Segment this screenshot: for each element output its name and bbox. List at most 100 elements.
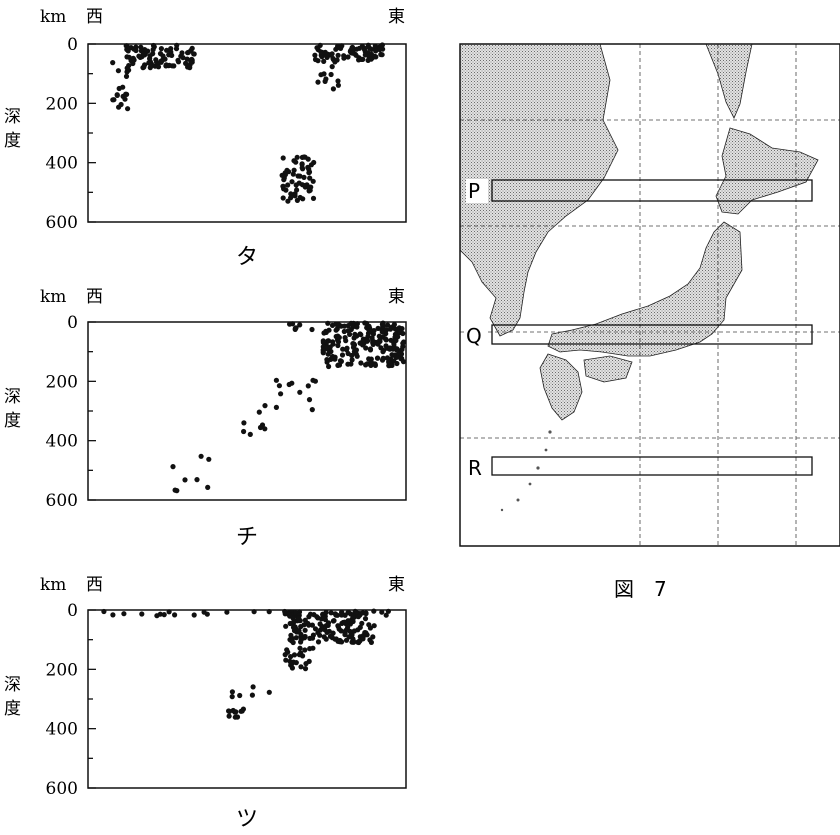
hypocenter-point <box>121 611 127 617</box>
hypocenter-point <box>328 71 334 78</box>
hypocenter-point <box>331 618 337 624</box>
hypocenter-point <box>379 329 385 335</box>
hypocenter-point <box>283 657 289 663</box>
hypocenter-point <box>321 615 327 621</box>
box-r: R <box>466 456 813 480</box>
hypocenter-point <box>302 633 308 640</box>
hypocenter-point <box>154 59 160 65</box>
hypocenter-point <box>383 612 389 618</box>
hypocenter-point <box>139 611 145 617</box>
hypocenter-point <box>354 324 360 330</box>
hypocenter-point <box>341 619 348 625</box>
hypocenter-point <box>317 627 324 633</box>
hypocenter-point <box>291 652 298 658</box>
hypocenter-point <box>287 620 293 627</box>
hypocenter-point <box>350 341 356 347</box>
hypocenter-points <box>110 42 386 204</box>
y-tick-label: 0 <box>67 35 78 55</box>
hypocenter-point <box>380 355 386 362</box>
hypocenter-point <box>229 689 235 695</box>
hypocenter-point <box>262 403 268 409</box>
hypocenter-point <box>363 610 369 616</box>
hypocenter-point <box>310 178 316 184</box>
hypocenter-point <box>345 350 351 357</box>
hypocenter-point <box>161 612 167 618</box>
hypocenter-point <box>358 332 364 338</box>
hypocenter-point <box>365 333 371 339</box>
hypocenter-point <box>118 101 124 108</box>
hypocenter-point <box>147 53 153 59</box>
hypocenter-point <box>375 341 381 347</box>
hypocenter-point <box>285 182 291 188</box>
hypocenter-point <box>282 172 288 178</box>
hypocenter-point <box>385 608 391 614</box>
hypocenter-point <box>336 626 342 632</box>
hypocenter-point <box>305 156 311 162</box>
hypocenter-point <box>297 173 303 179</box>
hypocenter-point <box>320 347 326 353</box>
hypocenter-point <box>293 182 299 188</box>
hypocenter-point <box>346 634 352 640</box>
hypocenter-point <box>287 321 293 327</box>
hypocenter-point <box>158 46 164 52</box>
hypocenter-point <box>266 689 272 695</box>
hypocenter-point <box>123 73 130 79</box>
box-p: P <box>466 179 813 203</box>
hypocenter-point <box>288 632 294 638</box>
hypocenter-point <box>385 322 391 328</box>
y-ticks: 0 200 400 600 <box>46 35 96 233</box>
hypocenter-point <box>205 484 211 490</box>
hypocenter-point <box>357 624 363 631</box>
hypocenter-point <box>332 59 338 65</box>
hypocenter-point <box>349 357 355 363</box>
profile-chart-chi: km 西 東 深 度 0 200 400 600 チ <box>4 287 407 550</box>
hypocenter-point <box>372 362 378 368</box>
hypocenter-point <box>350 613 356 619</box>
hypocenter-point <box>292 193 298 199</box>
hypocenter-point <box>281 177 287 183</box>
hypocenter-point <box>357 638 363 644</box>
y-tick-label: 200 <box>46 372 78 392</box>
hypocenter-point <box>280 183 286 189</box>
y-tick-label: 200 <box>46 660 78 680</box>
hypocenter-point <box>204 611 210 617</box>
hypocenter-point <box>302 627 308 633</box>
hypocenter-point <box>345 54 351 60</box>
hypocenter-point <box>333 327 339 333</box>
hypocenter-point <box>312 626 319 632</box>
hypocenter-point <box>364 338 370 344</box>
hypocenter-point <box>110 97 116 103</box>
hypocenter-point <box>278 391 284 397</box>
hypocenter-point <box>335 43 341 49</box>
hypocenter-point <box>180 55 186 61</box>
hypocenter-point <box>368 51 375 58</box>
hypocenter-point <box>289 665 295 671</box>
map-graticule <box>460 44 840 546</box>
hypocenter-point <box>206 456 212 462</box>
hypocenter-point <box>298 639 304 645</box>
hypocenter-point <box>350 636 356 642</box>
hypocenter-point <box>309 407 315 413</box>
hypocenter-point <box>294 187 300 193</box>
hypocenter-point <box>379 52 385 58</box>
hypocenter-point <box>327 344 333 350</box>
east-label: 東 <box>388 575 405 595</box>
hypocenter-point <box>150 47 156 53</box>
hypocenter-point <box>123 91 129 97</box>
west-label: 西 <box>86 575 103 595</box>
hypocenter-point <box>191 612 197 618</box>
hypocenter-point <box>315 79 321 85</box>
depth-label-char-1: 深 <box>4 107 21 127</box>
hypocenter-point <box>150 42 157 49</box>
hypocenter-point <box>362 52 368 58</box>
hypocenter-point <box>314 45 320 51</box>
hypocenter-point <box>378 43 384 49</box>
hypocenter-point <box>379 609 385 615</box>
hypocenter-point <box>330 356 336 362</box>
depth-label-char-2: 度 <box>4 411 21 431</box>
hypocenter-point <box>339 612 345 618</box>
hypocenter-point <box>363 630 369 636</box>
hypocenter-point <box>160 53 166 59</box>
unit-label: km <box>40 287 66 307</box>
hypocenter-point <box>293 635 299 641</box>
